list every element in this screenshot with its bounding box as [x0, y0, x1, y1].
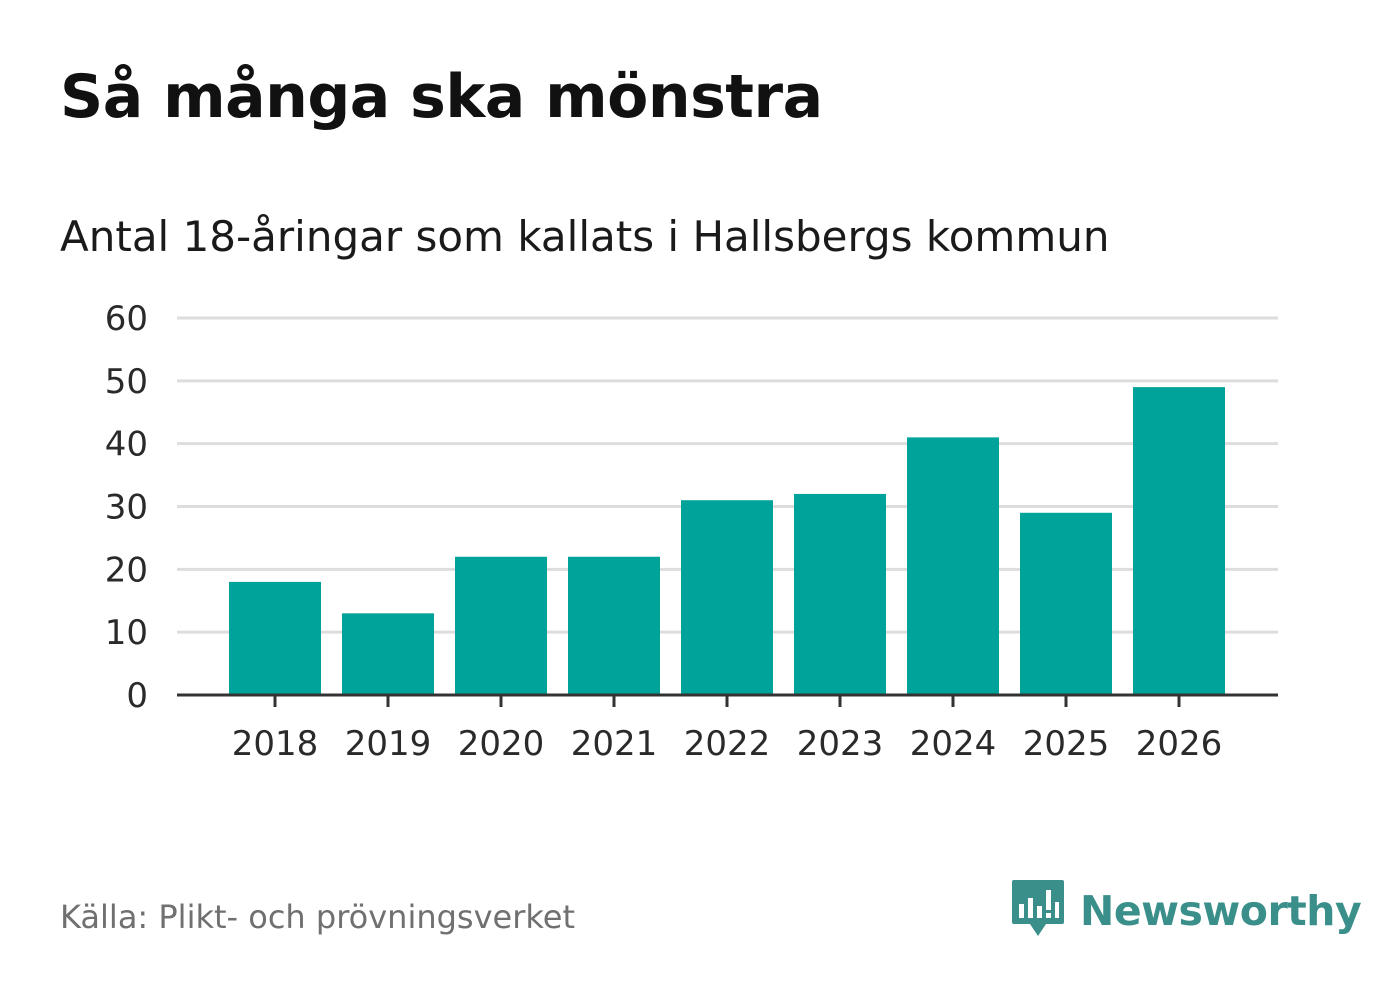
x-tick-label-2019: 2019 [345, 724, 432, 764]
y-tick-label-60: 60 [105, 299, 148, 339]
y-tick-label-20: 20 [105, 550, 148, 590]
x-tick-label-2021: 2021 [571, 724, 658, 764]
y-tick-label-30: 30 [105, 488, 148, 528]
brand-name: Newsworthy [1080, 887, 1362, 935]
bars [229, 387, 1225, 695]
bar-2019 [342, 613, 434, 695]
bar-2022 [681, 500, 773, 695]
x-tick-label-2022: 2022 [684, 724, 771, 764]
x-tick-label-2018: 2018 [232, 724, 319, 764]
bar-2025 [1020, 512, 1112, 695]
bar-2023 [794, 493, 886, 695]
x-tick-label-2020: 2020 [458, 724, 545, 764]
x-tick-label-2023: 2023 [797, 724, 884, 764]
chart-title: Så många ska mönstra [60, 62, 823, 132]
x-tick-label-2024: 2024 [910, 724, 997, 764]
y-tick-label-0: 0 [126, 676, 148, 716]
axes: 0 10 20 30 40 50 60 2018 2019 2020 2021 2022 2023 202… [105, 299, 1278, 764]
bar-2021 [568, 556, 660, 695]
bar-2026 [1133, 387, 1225, 695]
source-note: Källa: Plikt- och prövningsverket [60, 898, 575, 936]
newsworthy-logo-icon [1010, 878, 1066, 944]
chart-subtitle: Antal 18-åringar som kallats i Hallsberg… [60, 212, 1110, 261]
brand-logo: Newsworthy [1010, 878, 1362, 944]
bar-2020 [455, 556, 547, 695]
y-tick-label-50: 50 [105, 362, 148, 402]
y-tick-label-40: 40 [105, 425, 148, 465]
x-tick-label-2026: 2026 [1136, 724, 1223, 764]
y-tick-label-10: 10 [105, 613, 148, 653]
x-tick-label-2025: 2025 [1023, 724, 1110, 764]
bar-2024 [907, 437, 999, 695]
bar-2018 [229, 581, 321, 695]
